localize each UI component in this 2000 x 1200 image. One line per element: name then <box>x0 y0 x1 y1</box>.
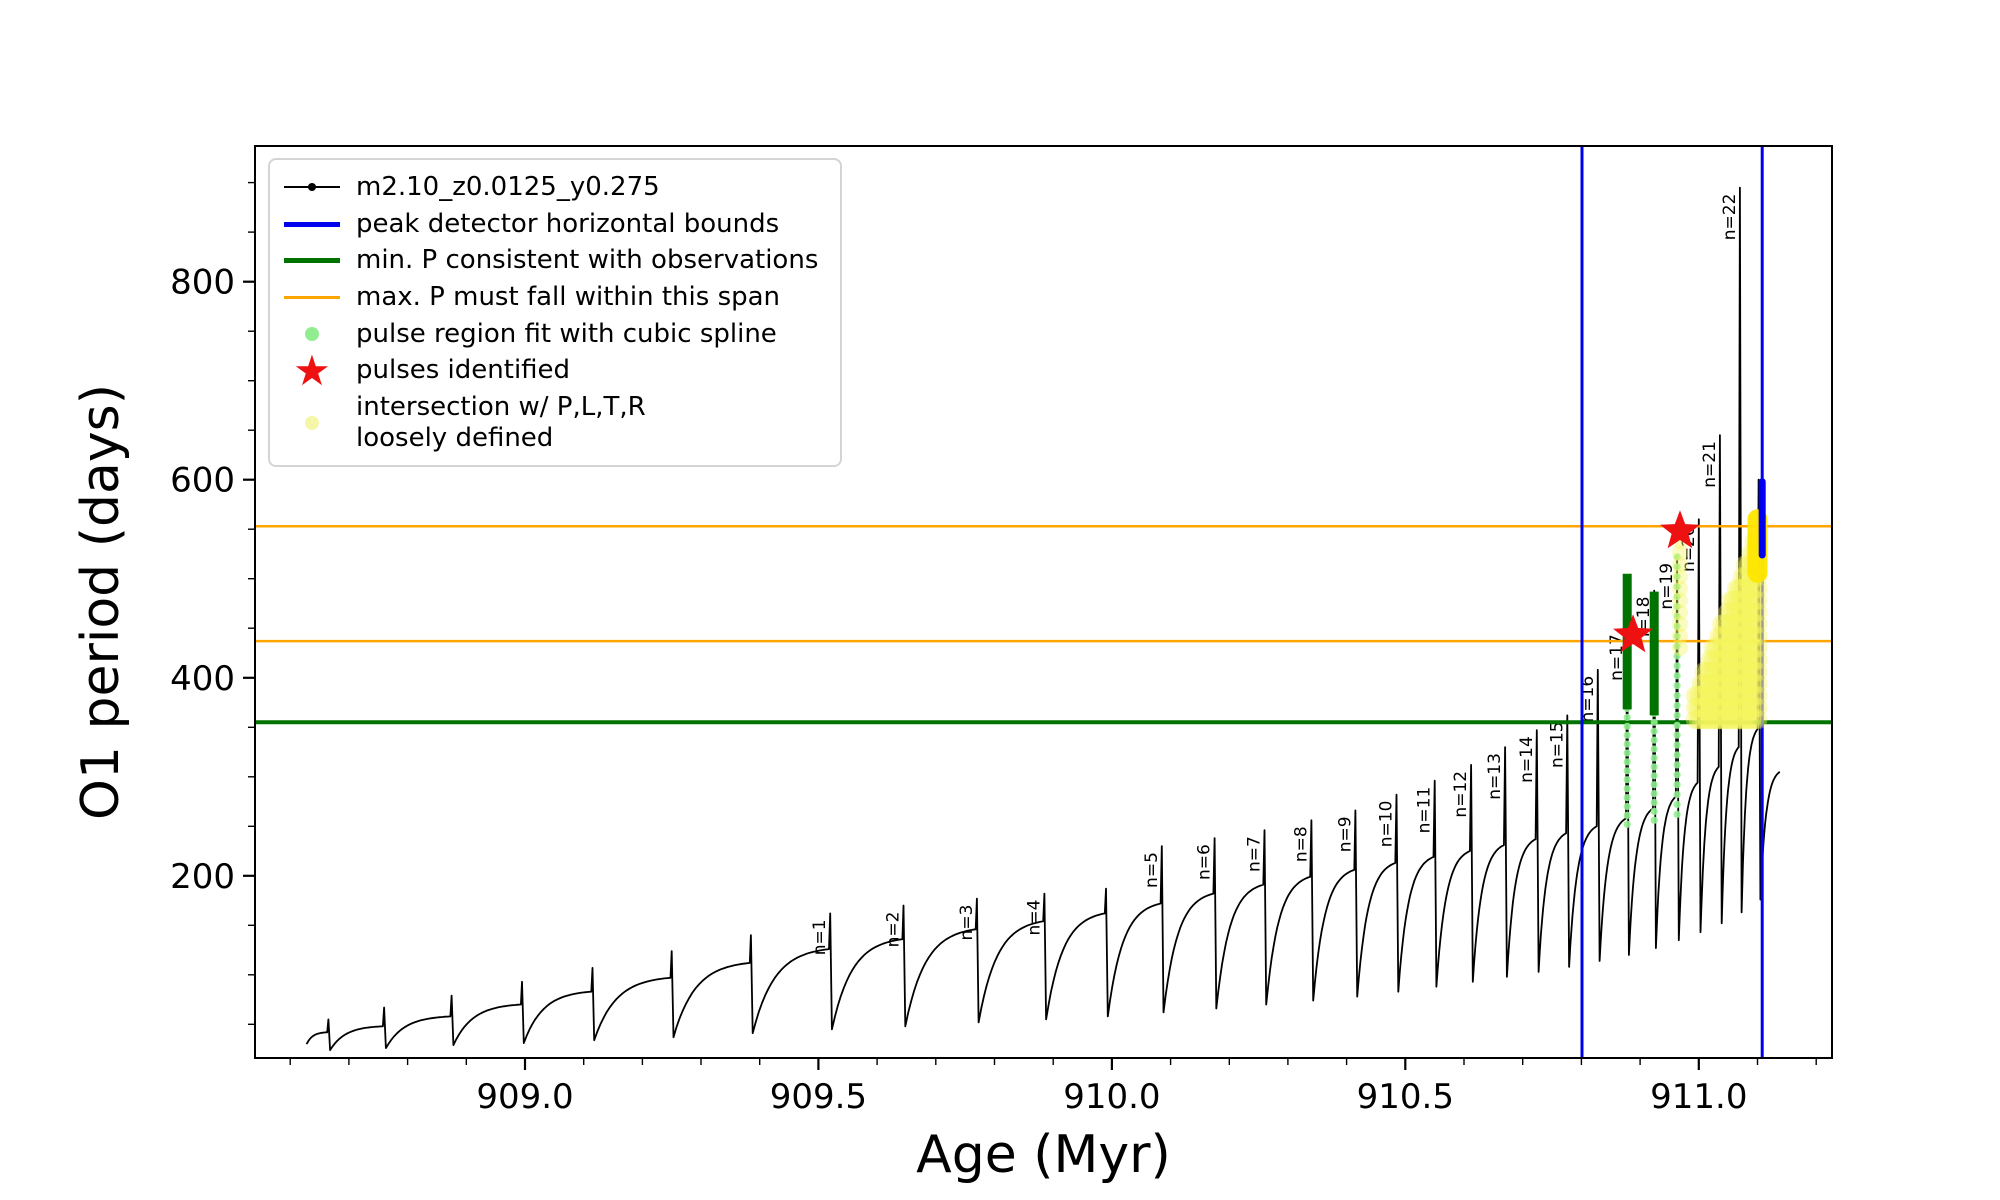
svg-text:Age (Myr): Age (Myr) <box>916 1125 1171 1185</box>
legend: m2.10_z0.0125_y0.275 peak detector horiz… <box>268 158 843 468</box>
svg-text:n=10: n=10 <box>1377 801 1397 848</box>
svg-text:n=2: n=2 <box>884 912 904 948</box>
green-line-swatch <box>282 246 342 276</box>
orange-line-swatch <box>282 282 342 312</box>
legend-label: m2.10_z0.0125_y0.275 <box>356 172 660 202</box>
svg-text:n=7: n=7 <box>1245 836 1265 872</box>
series-line-swatch <box>282 172 342 202</box>
svg-text:n=22: n=22 <box>1720 194 1740 241</box>
svg-text:n=8: n=8 <box>1291 826 1311 862</box>
legend-item-pulse-region: pulse region fit with cubic spline <box>282 319 818 350</box>
svg-text:909.0: 909.0 <box>476 1077 573 1117</box>
legend-label: min. P consistent with observations <box>356 245 819 276</box>
blue-line-swatch <box>282 209 342 239</box>
svg-text:n=15: n=15 <box>1547 721 1567 768</box>
svg-text:910.0: 910.0 <box>1063 1077 1160 1117</box>
legend-label: intersection w/ P,L,T,R loosely defined <box>356 392 646 453</box>
svg-text:909.5: 909.5 <box>770 1077 867 1117</box>
legend-item-intersection: intersection w/ P,L,T,R loosely defined <box>282 392 818 453</box>
legend-label: pulses identified <box>356 355 571 386</box>
red-star-icon <box>282 356 342 386</box>
svg-text:n=14: n=14 <box>1517 736 1537 783</box>
svg-text:400: 400 <box>170 659 235 699</box>
svg-text:n=6: n=6 <box>1195 844 1215 880</box>
svg-text:n=1: n=1 <box>810 919 830 955</box>
legend-label: max. P must fall within this span <box>356 282 781 313</box>
legend-item-min-p: min. P consistent with observations <box>282 245 818 276</box>
svg-text:911.0: 911.0 <box>1650 1077 1747 1117</box>
svg-text:n=9: n=9 <box>1335 816 1355 852</box>
svg-text:n=3: n=3 <box>957 905 977 941</box>
svg-text:910.5: 910.5 <box>1357 1077 1454 1117</box>
legend-label: peak detector horizontal bounds <box>356 208 780 239</box>
legend-item-peak-bounds: peak detector horizontal bounds <box>282 209 818 240</box>
legend-item-max-p: max. P must fall within this span <box>282 282 818 313</box>
yellow-dot-swatch <box>282 408 342 438</box>
svg-text:n=21: n=21 <box>1700 441 1720 488</box>
svg-text:n=11: n=11 <box>1415 787 1435 834</box>
svg-text:n=19: n=19 <box>1657 563 1677 610</box>
green-dot-swatch <box>282 319 342 349</box>
legend-item-series: m2.10_z0.0125_y0.275 <box>282 172 818 203</box>
svg-text:600: 600 <box>170 461 235 501</box>
svg-text:n=13: n=13 <box>1485 753 1505 800</box>
svg-text:200: 200 <box>170 857 235 897</box>
legend-label: pulse region fit with cubic spline <box>356 318 777 349</box>
legend-item-pulses-identified: pulses identified <box>282 355 818 386</box>
svg-text:n=12: n=12 <box>1451 771 1471 818</box>
svg-text:800: 800 <box>170 263 235 303</box>
svg-text:O1 period (days): O1 period (days) <box>71 384 131 820</box>
svg-text:n=5: n=5 <box>1142 852 1162 888</box>
svg-text:n=17: n=17 <box>1607 634 1627 681</box>
svg-text:n=4: n=4 <box>1024 900 1044 936</box>
